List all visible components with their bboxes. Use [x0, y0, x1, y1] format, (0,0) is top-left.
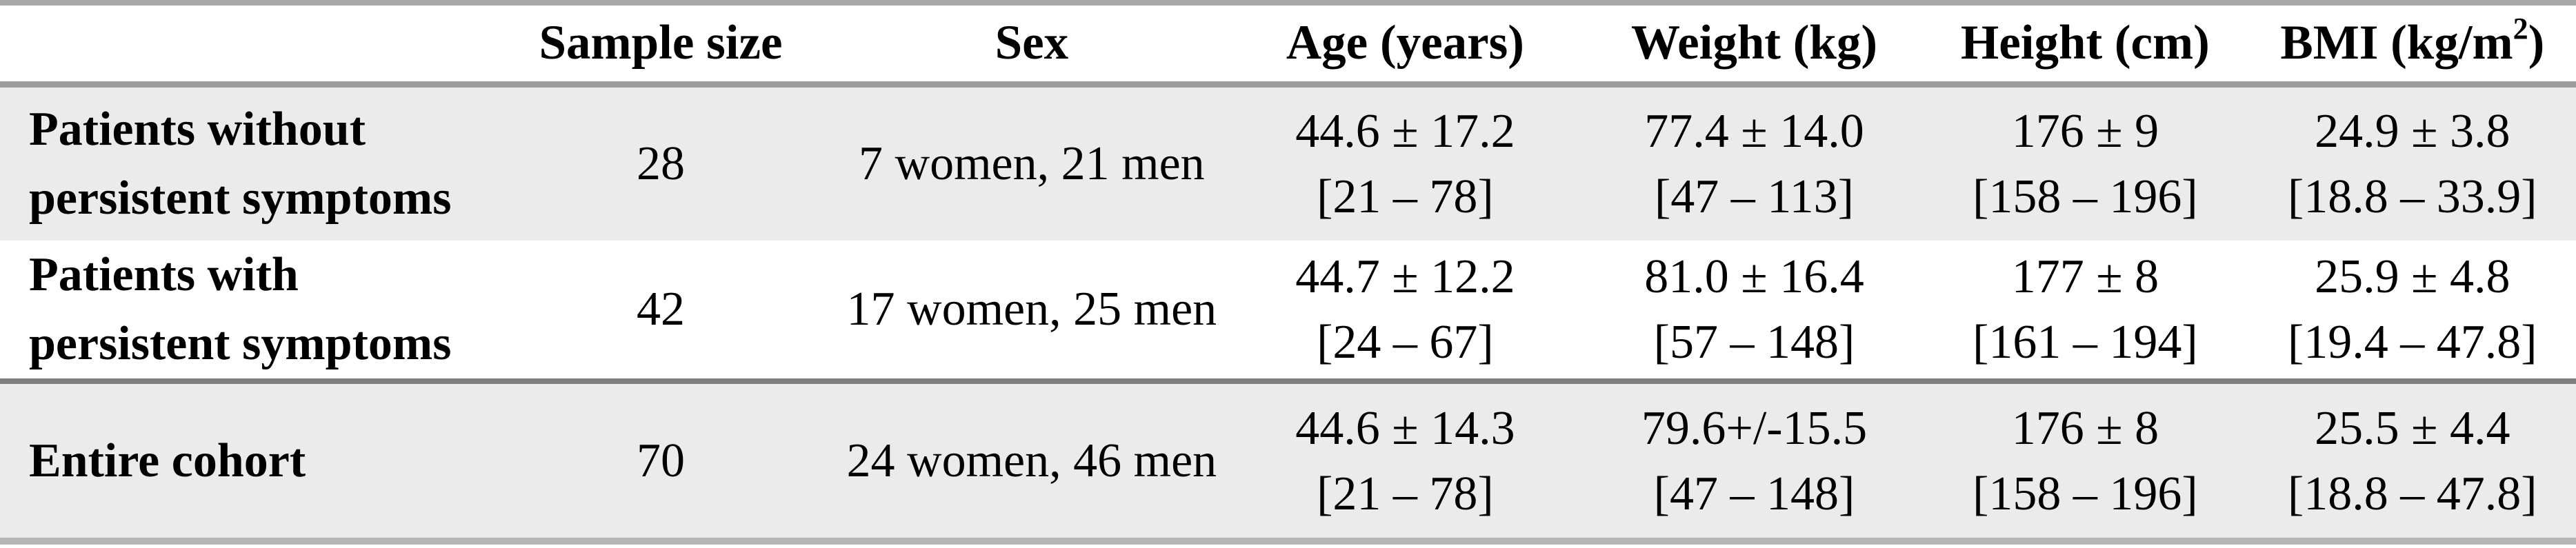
mean-sd-value: 44.6 ± 17.2: [1295, 104, 1515, 158]
col-header-height: Height (cm): [1961, 16, 2210, 70]
col-header-sex: Sex: [995, 16, 1069, 70]
mean-sd-value: 79.6+/-15.5: [1641, 401, 1868, 455]
sample-size-cell: 28: [637, 136, 686, 190]
row-label-cell: Patients with persistent symptoms: [29, 248, 452, 371]
weight-cell: 77.4 ± 14.0 [47 – 113]: [1587, 84, 1922, 241]
range-value: [19.4 – 47.8]: [2287, 316, 2537, 369]
bmi-cell: 25.5 ± 4.4 [18.8 – 47.8]: [2249, 381, 2576, 541]
mean-sd-value: 24.9 ± 3.8: [2315, 104, 2510, 158]
mean-sd-value: 77.4 ± 14.0: [1644, 104, 1864, 158]
age-cell: 44.6 ± 14.3 [21 – 78]: [1224, 381, 1587, 541]
height-cell: 177 ± 8 [161 – 194]: [1921, 241, 2248, 381]
mean-sd-value: 177 ± 8: [2011, 250, 2159, 303]
range-value: [47 – 148]: [1653, 467, 1855, 520]
range-value: [18.8 – 47.8]: [2287, 467, 2537, 520]
range-value: [21 – 78]: [1317, 170, 1494, 223]
row-patients-without-persistent-symptoms: Patients without persistent symptoms 28 …: [0, 84, 2576, 241]
col-header-bmi: BMI (kg/m2): [2249, 3, 2576, 84]
mean-sd-value: 81.0 ± 16.4: [1644, 250, 1864, 303]
col-header-weight: Weight (kg): [1631, 16, 1877, 70]
bmi-header-superscript: 2: [2513, 12, 2528, 46]
row-patients-with-persistent-symptoms: Patients with persistent symptoms 42 17 …: [0, 241, 2576, 382]
col-header-sample-size: Sample size: [539, 16, 783, 70]
sex-cell: 7 women, 21 men: [859, 136, 1205, 190]
weight-cell: 81.0 ± 16.4 [57 – 148]: [1587, 241, 1922, 381]
range-value: [158 – 196]: [1973, 467, 2198, 520]
age-cell: 44.6 ± 17.2 [21 – 78]: [1224, 84, 1587, 241]
sample-size-cell: 70: [637, 434, 686, 487]
mean-sd-value: 25.9 ± 4.8: [2315, 250, 2510, 303]
bmi-cell: 24.9 ± 3.8 [18.8 – 33.9]: [2249, 84, 2576, 241]
weight-cell: 79.6+/-15.5 [47 – 148]: [1587, 381, 1922, 541]
row-label-cell: Patients without persistent symptoms: [29, 102, 452, 225]
mean-sd-value: 176 ± 8: [2011, 401, 2159, 455]
col-header-row-label: [0, 3, 481, 84]
sex-cell: 17 women, 25 men: [846, 283, 1217, 336]
header-row: Sample size Sex Age (years) Weight (kg) …: [0, 3, 2576, 84]
range-value: [158 – 196]: [1973, 170, 2198, 223]
row-label-cell: Entire cohort: [29, 434, 306, 487]
sex-cell: 24 women, 46 men: [846, 434, 1217, 487]
age-cell: 44.7 ± 12.2 [24 – 67]: [1224, 241, 1587, 381]
sample-size-cell: 42: [637, 283, 686, 336]
mean-sd-value: 44.6 ± 14.3: [1295, 401, 1515, 455]
bmi-header-text: BMI (kg/m: [2280, 16, 2513, 70]
mean-sd-value: 25.5 ± 4.4: [2315, 401, 2510, 455]
height-cell: 176 ± 9 [158 – 196]: [1921, 84, 2248, 241]
range-value: [18.8 – 33.9]: [2287, 170, 2537, 223]
range-value: [24 – 67]: [1317, 316, 1494, 369]
range-value: [57 – 148]: [1653, 316, 1855, 369]
range-value: [21 – 78]: [1317, 467, 1494, 520]
range-value: [161 – 194]: [1973, 316, 2198, 369]
bmi-cell: 25.9 ± 4.8 [19.4 – 47.8]: [2249, 241, 2576, 381]
mean-sd-value: 176 ± 9: [2011, 104, 2159, 158]
col-header-age: Age (years): [1286, 16, 1524, 70]
range-value: [47 – 113]: [1654, 170, 1854, 223]
mean-sd-value: 44.7 ± 12.2: [1295, 250, 1515, 303]
row-entire-cohort: Entire cohort 70 24 women, 46 men 44.6 ±…: [0, 381, 2576, 542]
bmi-header-close-paren: ): [2528, 16, 2545, 70]
height-cell: 176 ± 8 [158 – 196]: [1921, 381, 2248, 541]
